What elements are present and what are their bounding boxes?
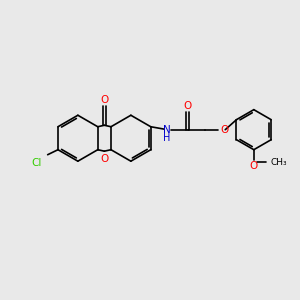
Text: CH₃: CH₃ [270, 158, 286, 166]
Text: N: N [163, 125, 171, 135]
Text: O: O [100, 95, 109, 105]
Text: H: H [163, 133, 171, 143]
Text: O: O [220, 125, 229, 135]
Text: O: O [100, 154, 109, 164]
Text: O: O [183, 101, 192, 111]
Text: Cl: Cl [32, 158, 42, 168]
Text: O: O [250, 161, 258, 172]
